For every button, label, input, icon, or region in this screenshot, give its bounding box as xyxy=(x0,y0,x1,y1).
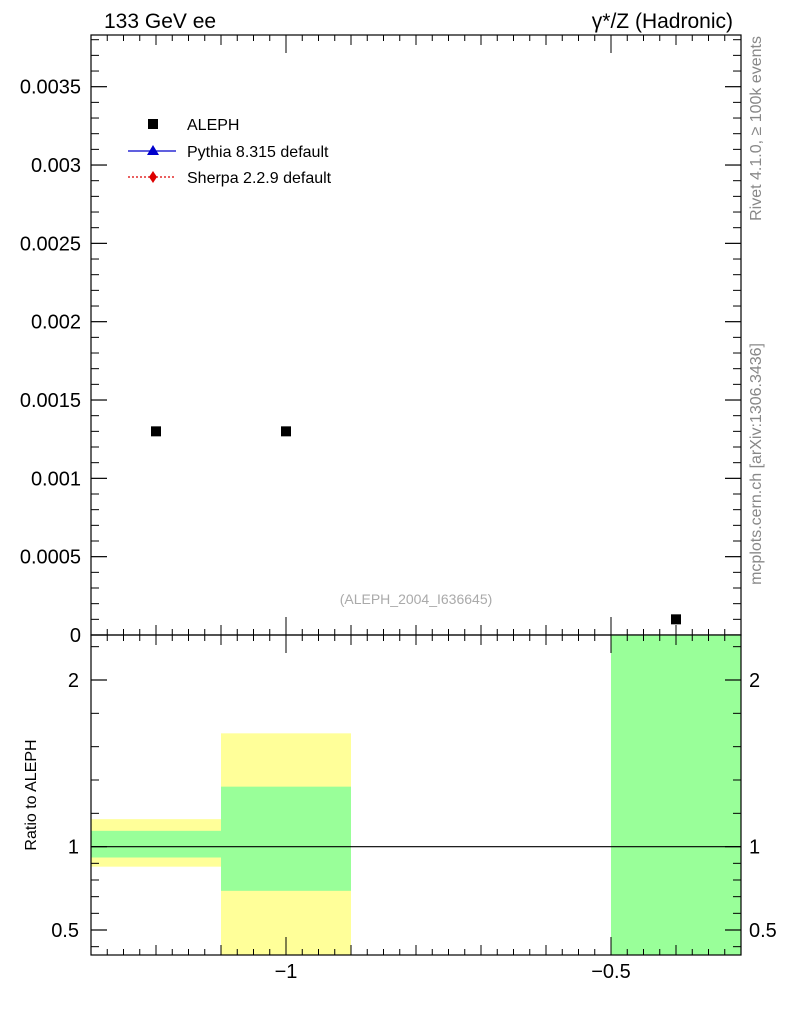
data-points xyxy=(151,426,681,625)
data-point-aleph xyxy=(671,614,681,625)
data-point-aleph xyxy=(281,426,291,437)
main-y-tick-label: 0.0005 xyxy=(20,547,81,569)
x-tick-label: −1 xyxy=(275,961,298,983)
main-y-tick-label: 0.003 xyxy=(31,155,81,177)
ratio-y-tick-label-right: 2 xyxy=(749,670,760,692)
legend-label: Pythia 8.315 default xyxy=(187,144,329,161)
main-ticks xyxy=(90,35,742,636)
ratio-ticks xyxy=(90,635,742,955)
mcplots-label: mcplots.cern.ch [arXiv:1306.3436] xyxy=(748,343,765,585)
header-right: γ*/Z (Hadronic) xyxy=(592,10,733,33)
x-tick-labels: −1 −0.5 xyxy=(275,961,631,983)
ratio-panel: 0.5 0.5 1 1 2 2 −1 −0.5 Ratio to ALEPH xyxy=(23,634,777,983)
ratio-y-axis-label: Ratio to ALEPH xyxy=(23,739,40,850)
ratio-y-tick-label: 1 xyxy=(68,837,79,859)
ratio-band-inner xyxy=(611,635,741,955)
ratio-y-tick-label-right: 0.5 xyxy=(749,920,777,942)
data-point-aleph xyxy=(151,426,161,437)
ratio-y-tick-label: 2 xyxy=(68,670,79,692)
ratio-band-inner xyxy=(221,786,351,891)
ratio-y-tick-label: 0.5 xyxy=(51,920,79,942)
analysis-watermark: (ALEPH_2004_I636645) xyxy=(340,591,493,607)
main-y-tick-label: 0.0025 xyxy=(20,233,81,255)
legend-marker-pythia xyxy=(147,145,159,155)
ratio-y-tick-label-right: 1 xyxy=(749,837,760,859)
legend-marker-aleph xyxy=(148,119,158,129)
legend: ALEPH Pythia 8.315 default Sherpa 2.2.9 de… xyxy=(128,117,332,187)
main-y-tick-labels: 0 0.0005 0.001 0.0015 0.002 0.0025 0.003 0.0035 xyxy=(20,77,81,647)
rivet-label: Rivet 4.1.0, ≥ 100k events xyxy=(748,36,765,221)
legend-label: ALEPH xyxy=(187,117,239,134)
main-y-tick-label: 0.0035 xyxy=(20,77,81,99)
legend-marker-sherpa xyxy=(149,171,157,183)
main-y-tick-label: 0 xyxy=(70,625,81,647)
ratio-y-tick-labels: 0.5 0.5 1 1 2 2 xyxy=(51,670,777,942)
main-y-tick-label: 0.0015 xyxy=(20,390,81,412)
ratio-band-inner xyxy=(91,830,221,858)
main-y-tick-label: 0.002 xyxy=(31,312,81,334)
header-left: 133 GeV ee xyxy=(104,10,216,33)
main-y-tick-label: 0.001 xyxy=(31,468,81,490)
x-tick-label: −0.5 xyxy=(591,961,630,983)
legend-label: Sherpa 2.2.9 default xyxy=(187,170,332,187)
ratio-bands xyxy=(91,635,741,955)
main-panel: 0 0.0005 0.001 0.0015 0.002 0.0025 0.003 0.0035… xyxy=(20,34,742,647)
